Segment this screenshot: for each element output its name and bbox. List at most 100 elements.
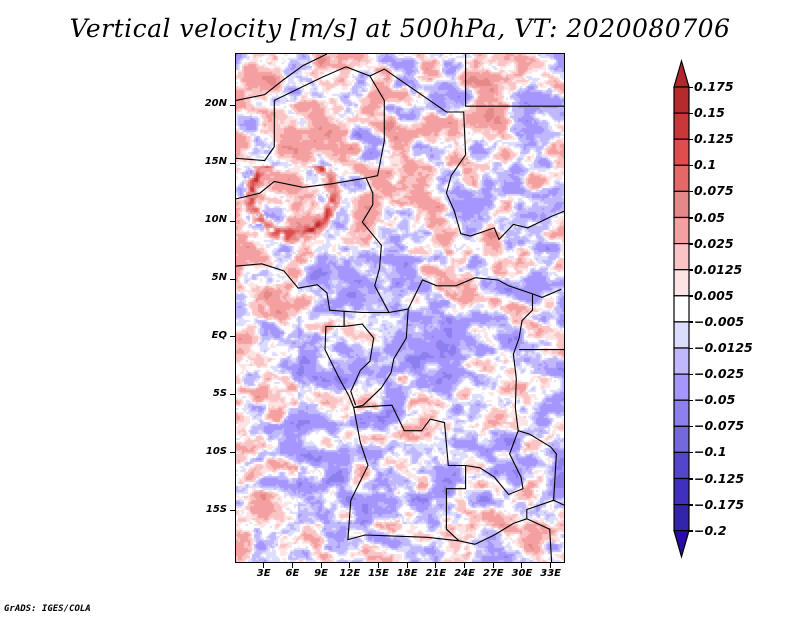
x-tick — [406, 563, 408, 568]
colorbar-label: 0.025 — [694, 235, 734, 251]
country-border — [365, 75, 385, 179]
country-border — [361, 204, 562, 314]
x-tick-label: 24E — [454, 568, 475, 579]
country-border — [474, 499, 554, 545]
x-tick — [435, 563, 437, 568]
colorbar-label: −0.075 — [694, 418, 745, 434]
colorbar-label: 0.005 — [694, 287, 734, 303]
y-tick-label: 5N — [211, 272, 227, 284]
colorbar-tick — [689, 217, 693, 219]
y-tick — [230, 162, 235, 164]
colorbar-tick — [689, 138, 693, 141]
y-tick — [230, 510, 235, 512]
y-tick — [230, 336, 235, 338]
colorbar-box — [673, 347, 690, 375]
colorbar-tick — [689, 269, 693, 271]
x-tick — [550, 563, 552, 568]
colorbar-box — [673, 216, 690, 245]
colorbar-tick — [689, 373, 693, 376]
x-tick — [320, 563, 322, 568]
country-border — [526, 518, 553, 562]
y-tick-label: 15S — [205, 503, 227, 515]
chart-title: Vertical velocity [m/s] at 500hPa, VT: 2… — [69, 14, 731, 43]
x-tick — [492, 563, 494, 568]
y-tick-label: 10S — [205, 445, 227, 457]
x-tick — [349, 563, 351, 568]
colorbar-box — [673, 321, 690, 349]
x-tick — [464, 563, 466, 568]
colorbar-label: −0.175 — [694, 496, 745, 512]
colorbar-tick — [689, 190, 693, 193]
x-tick — [521, 563, 523, 568]
colorbar-box — [673, 138, 690, 166]
colorbar-tick — [689, 399, 693, 402]
x-tick-label: 3E — [256, 568, 271, 579]
colorbar-label: −0.025 — [694, 366, 745, 382]
colorbar-label: 0.15 — [694, 105, 725, 121]
colorbar-tick — [689, 112, 693, 115]
colorbar-box — [673, 399, 690, 427]
colorbar-label: −0.0125 — [694, 340, 753, 355]
y-tick — [230, 278, 235, 280]
colorbar-tick — [689, 530, 693, 532]
y-tick-label: 5S — [212, 387, 227, 399]
y-tick-label: 10N — [204, 214, 227, 226]
country-border — [236, 263, 389, 314]
y-tick — [230, 394, 235, 396]
country-border — [347, 407, 476, 545]
y-tick-label: EQ — [211, 329, 227, 341]
colorbar-box — [673, 190, 690, 219]
colorbar-box — [673, 112, 690, 140]
country-border — [465, 430, 530, 496]
colorbar-box — [673, 243, 690, 271]
colorbar-label: 0.175 — [694, 79, 734, 94]
colorbar-tick — [689, 451, 693, 454]
x-tick-label: 30E — [511, 568, 533, 579]
colorbar-bottom-arrow — [673, 530, 690, 559]
country-border — [465, 54, 564, 107]
colorbar-label: −0.125 — [694, 470, 745, 486]
x-tick-label: 33E — [540, 568, 562, 579]
country-border — [512, 293, 534, 431]
colorbar-tick — [689, 243, 693, 245]
y-tick — [230, 220, 235, 222]
country-border — [353, 404, 467, 542]
country-border — [236, 100, 275, 162]
x-tick — [291, 563, 293, 568]
colorbar-box — [673, 477, 690, 506]
colorbar-label: −0.2 — [694, 522, 727, 538]
colorbar-box — [673, 373, 690, 401]
country-border — [344, 323, 375, 406]
colorbar-box — [673, 164, 690, 193]
colorbar-tick — [689, 86, 693, 88]
country-borders — [236, 54, 564, 562]
x-tick-label: 12E — [339, 568, 361, 579]
colorbar-tick — [689, 164, 693, 167]
colorbar-label: 0.1 — [694, 157, 717, 173]
colorbar-tick — [689, 321, 693, 323]
x-tick — [377, 563, 379, 568]
colorbar-label: 0.05 — [694, 209, 725, 225]
colorbar-box — [673, 86, 690, 114]
country-border — [529, 433, 564, 506]
colorbar-top-arrow — [673, 58, 690, 88]
colorbar-box — [673, 425, 690, 453]
x-tick-label: 6E — [285, 568, 300, 579]
country-border — [353, 308, 409, 409]
colorbar-box — [673, 451, 690, 480]
x-tick-label: 27E — [482, 568, 504, 579]
y-tick — [230, 452, 235, 454]
y-tick-label: 20N — [204, 98, 227, 110]
colorbar-box — [673, 504, 690, 532]
colorbar-box — [673, 269, 690, 297]
colorbar-label: 0.125 — [694, 131, 734, 147]
country-border — [236, 177, 374, 205]
x-tick — [263, 563, 265, 568]
colorbar-label: −0.05 — [694, 392, 736, 408]
y-tick-label: 15N — [204, 156, 227, 168]
footer-credit: GrADS: IGES/COLA — [4, 604, 91, 614]
colorbar-label: 0.075 — [694, 183, 734, 199]
y-tick — [230, 104, 235, 106]
colorbar-tick — [689, 295, 693, 297]
